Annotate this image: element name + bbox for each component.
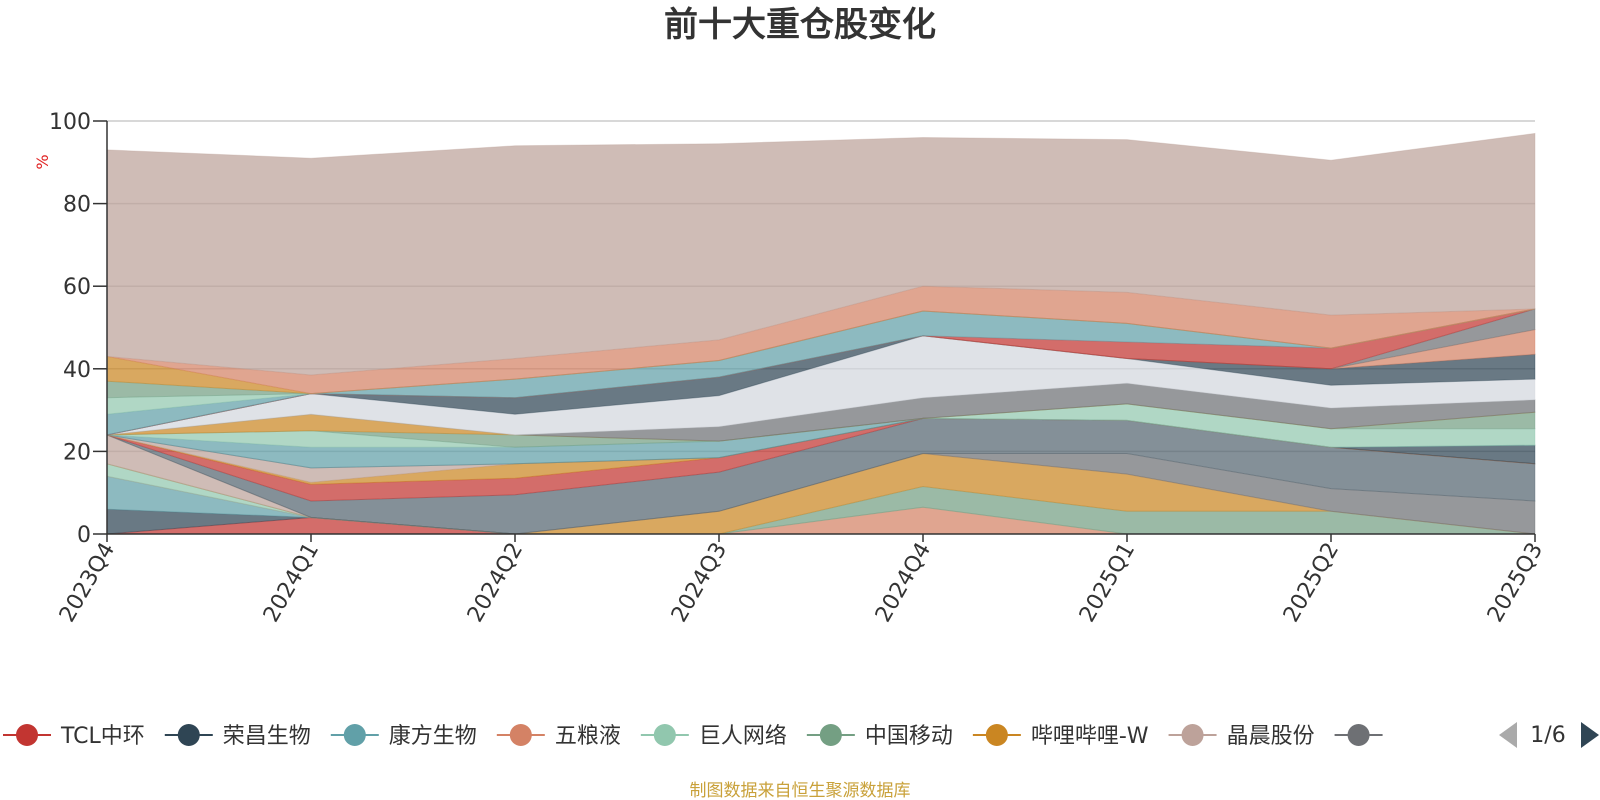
legend-marker	[509, 724, 532, 746]
legend-marker	[177, 724, 200, 746]
legend-marker	[985, 724, 1008, 746]
legend-item[interactable]: 中国移动	[806, 724, 953, 749]
area-series-8[interactable]	[106, 434, 1536, 535]
y-tick-label: 100	[49, 110, 91, 135]
legend-page-indicator: 1/6	[1530, 723, 1565, 748]
area-series-15[interactable]	[106, 403, 1536, 448]
legend-item[interactable]: 荣昌生物	[164, 724, 311, 749]
data-source-note: 制图数据来自恒生聚源数据库	[690, 781, 911, 800]
y-tick-label: 40	[63, 358, 91, 383]
legend-marker	[653, 724, 676, 746]
legend-marker	[1347, 724, 1370, 746]
chart-title: 前十大重仓股变化	[664, 5, 936, 45]
x-tick-label: 2024Q4	[871, 539, 936, 627]
y-tick-label: 80	[63, 193, 91, 218]
legend-marker	[1181, 724, 1204, 746]
legend-next-icon[interactable]	[1581, 722, 1599, 748]
area-series-group	[106, 132, 1536, 535]
legend-label: 中国移动	[865, 724, 953, 749]
legend-label: 晶晨股份	[1227, 724, 1315, 749]
legend-prev-icon[interactable]	[1499, 722, 1517, 748]
legend-item[interactable]: 五粮液	[496, 724, 621, 749]
legend-item[interactable]: TCL中环	[3, 724, 145, 749]
legend-label: 巨人网络	[699, 724, 787, 749]
y-tick-label: 60	[63, 275, 91, 300]
legend-item[interactable]	[1334, 724, 1383, 746]
legend-item[interactable]: 巨人网络	[640, 724, 787, 749]
legend-marker	[16, 724, 38, 746]
y-tick-label: 0	[77, 523, 91, 548]
legend-label: TCL中环	[60, 724, 145, 749]
y-tick-label: 20	[63, 440, 91, 465]
legend-marker	[819, 724, 842, 746]
legend-item[interactable]: 哔哩哔哩-W	[972, 724, 1149, 749]
x-tick-label: 2025Q3	[1483, 539, 1548, 627]
legend-label: 哔哩哔哩-W	[1031, 724, 1149, 749]
x-tick-label: 2023Q4	[55, 539, 120, 627]
legend-item[interactable]: 康方生物	[330, 724, 477, 749]
x-tick-label: 2024Q2	[463, 539, 528, 627]
x-tick-label: 2024Q3	[667, 539, 732, 627]
y-axis-unit: %	[33, 154, 52, 169]
legend-label: 五粮液	[555, 724, 621, 749]
area-series-29[interactable]	[106, 132, 1536, 376]
legend-marker	[343, 724, 366, 746]
legend-pager: 1/6	[1499, 722, 1599, 748]
legend-item[interactable]: 晶晨股份	[1168, 724, 1315, 749]
x-tick-label: 2024Q1	[259, 539, 324, 627]
legend-label: 康方生物	[389, 724, 477, 749]
legend-label: 荣昌生物	[223, 724, 311, 749]
x-tick-label: 2025Q2	[1279, 539, 1344, 627]
area-series-9[interactable]	[106, 417, 1536, 535]
legend: TCL中环 荣昌生物 康方生物 五粮液 巨人网络 中国移动 哔哩哔哩-W 晶晨股份	[3, 724, 1383, 749]
x-tick-label: 2025Q1	[1075, 539, 1140, 627]
area-series-13[interactable]	[106, 417, 1536, 469]
